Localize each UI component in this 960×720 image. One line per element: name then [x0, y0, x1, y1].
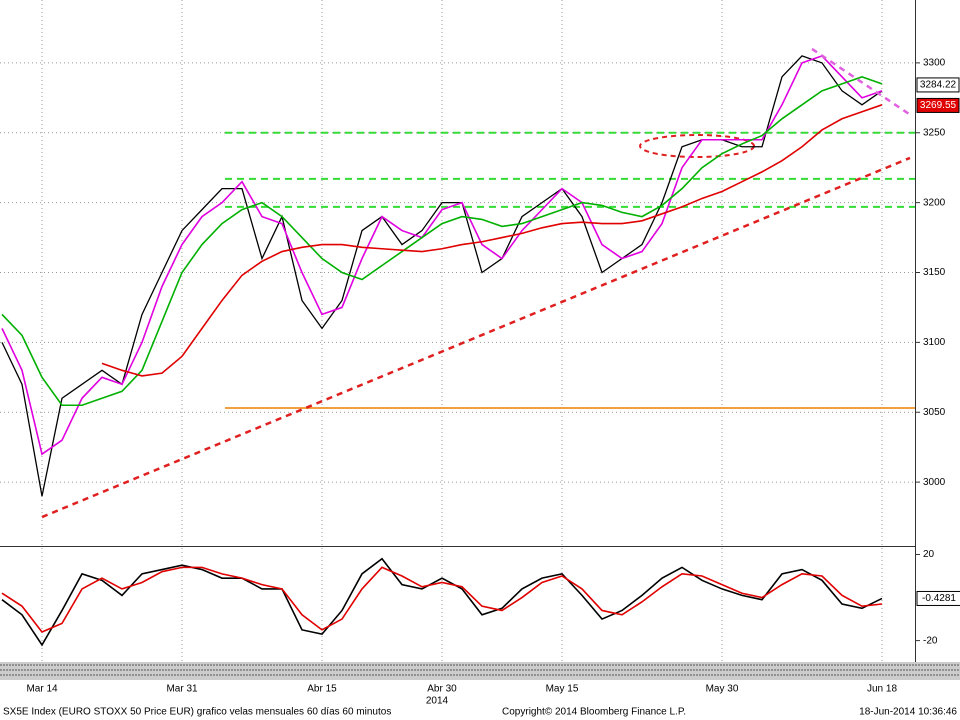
price-label: 3284.22: [920, 80, 957, 91]
x-tick-label: May 30: [706, 684, 739, 695]
y-tick-label: 3000: [923, 477, 946, 488]
source-text: SX5E Index (EURO STOXX 50 Price EUR) gra…: [3, 707, 391, 718]
series-line: [1, 54, 883, 456]
trendline: [41, 156, 911, 519]
y-tick-label: 3250: [923, 127, 946, 138]
series-line: [1, 76, 883, 407]
x-tick-label: May 15: [546, 684, 579, 695]
price-label-box: [916, 97, 960, 113]
price-label: 3269.55: [920, 100, 957, 111]
osc-label: -0.4281: [922, 593, 956, 604]
timestamp: 18-Jun-2014 10:36:46: [859, 707, 957, 718]
x-tick-label: Abr 30: [427, 684, 457, 695]
osc-label-box: [916, 590, 960, 606]
x-tick-label: Mar 31: [166, 684, 198, 695]
price-label-box: [916, 77, 960, 93]
y-tick-label: 3050: [923, 407, 946, 418]
y-tick-label: 3150: [923, 267, 946, 278]
consolidation-ellipse: [639, 134, 755, 158]
y-tick-label: 3200: [923, 197, 946, 208]
x-tick-label: Abr 15: [307, 684, 337, 695]
y-tick-label: 3300: [923, 58, 946, 69]
year-label: 2014: [426, 696, 449, 707]
y-tick-label: 20: [923, 549, 935, 560]
series-line: [1, 557, 883, 647]
y-tick-label: -20: [923, 635, 938, 646]
trendline: [811, 47, 911, 116]
x-tick-label: Mar 14: [26, 684, 58, 695]
series-line: [1, 566, 883, 633]
x-tick-label: Jun 18: [867, 684, 897, 695]
copyright: Copyright© 2014 Bloomberg Finance L.P.: [502, 707, 686, 718]
series-line: [101, 104, 883, 377]
y-tick-label: 3100: [923, 337, 946, 348]
series-line: [1, 55, 883, 497]
